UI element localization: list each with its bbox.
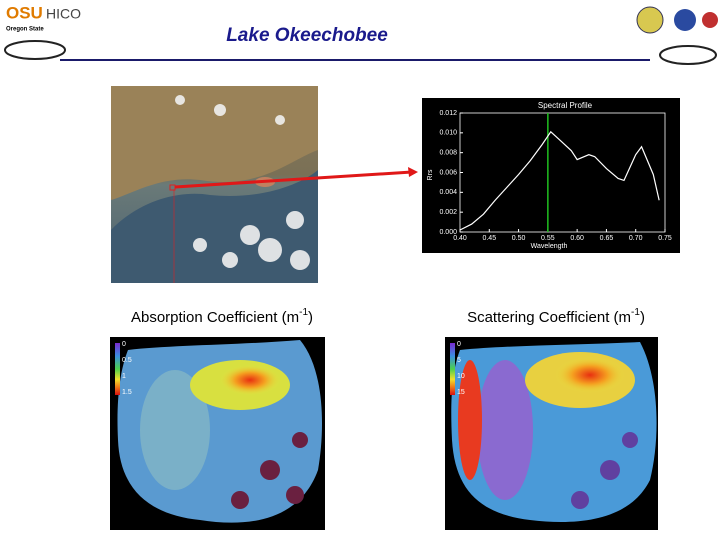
panel-label-text: Scattering Coefficient (m <box>467 309 631 326</box>
spectrum-line <box>459 130 660 231</box>
y-tick-label: 0.008 <box>439 150 457 157</box>
pointer-arrowhead <box>408 167 418 177</box>
y-tick-label: 0.000 <box>439 229 457 236</box>
spectral-y-label: Rrs <box>427 169 434 180</box>
slide-title: Lake Okeechobee <box>226 25 388 46</box>
logo-hico: HICO <box>46 6 81 22</box>
y-tick-label: 0.010 <box>439 130 457 137</box>
x-tick-label: 0.55 <box>541 235 555 242</box>
y-tick-label: 0.012 <box>439 110 457 117</box>
spectral-title: Spectral Profile <box>538 101 593 110</box>
colorbar-label: 1 <box>122 373 126 380</box>
x-tick-label: 0.40 <box>453 235 467 242</box>
colorbar-label: 0.5 <box>122 357 132 364</box>
x-tick-label: 0.75 <box>658 235 672 242</box>
panel-label-sup: -1 <box>631 307 640 318</box>
logo-seal <box>636 6 664 34</box>
colorbar-label: 0 <box>122 341 126 348</box>
y-tick-label: 0.006 <box>439 169 457 176</box>
y-tick-label: 0.004 <box>439 189 457 196</box>
panel-label-tail: ) <box>640 309 645 326</box>
x-tick-label: 0.65 <box>600 235 614 242</box>
logo-seal <box>702 12 718 28</box>
colorbar-label: 1.5 <box>122 389 132 396</box>
swoosh <box>659 45 717 65</box>
spectral-plot: 0.000 0.002 0.004 0.006 0.008 0.010 0.012 0.40 0… <box>439 110 671 242</box>
absorption-map <box>110 337 325 530</box>
panel-label-text: Absorption Coefficient (m <box>131 309 299 326</box>
spectral-x-label: Wavelength <box>531 243 568 250</box>
colorbar-label: 15 <box>457 389 465 396</box>
panel-label: Absorption Coefficient (m-1) <box>131 307 313 326</box>
colorbar-label: 5 <box>457 357 461 364</box>
panel-label-tail: ) <box>308 309 313 326</box>
logo-osu-sub: Oregon State <box>6 27 44 33</box>
colorbar-label: 0 <box>457 341 461 348</box>
x-tick-label: 0.60 <box>570 235 584 242</box>
swoosh <box>4 40 66 60</box>
scattering-map <box>445 337 658 530</box>
x-tick-label: 0.50 <box>512 235 526 242</box>
pointer-arrow <box>174 170 413 189</box>
x-tick-label: 0.45 <box>482 235 496 242</box>
panel-label-sup: -1 <box>299 307 308 318</box>
colorbar-label: 10 <box>457 373 465 380</box>
panel-label: Scattering Coefficient (m-1) <box>467 307 645 326</box>
y-tick-label: 0.002 <box>439 209 457 216</box>
logo-onr <box>674 9 696 31</box>
x-tick-label: 0.70 <box>629 235 643 242</box>
logo-osu: OSU <box>6 3 43 22</box>
